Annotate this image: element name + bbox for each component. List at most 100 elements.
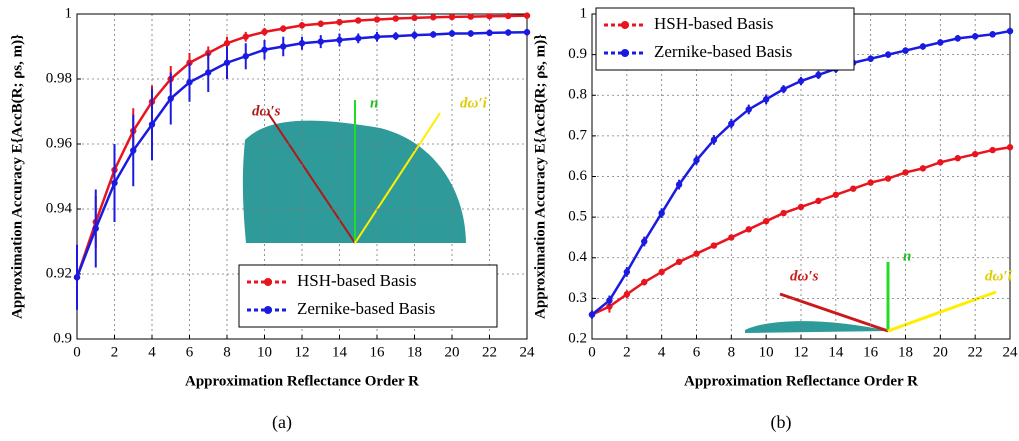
y-tick-label: 0.2 <box>568 330 587 346</box>
marker <box>261 28 268 36</box>
x-axis-label: Approximation Reflectance Order R <box>185 373 419 389</box>
marker <box>505 12 512 20</box>
marker <box>430 31 437 38</box>
caption: (a) <box>272 412 292 433</box>
y-tick-label: 0.3 <box>568 290 587 306</box>
marker <box>448 30 456 37</box>
marker <box>261 46 268 53</box>
marker <box>675 181 683 188</box>
legend-swatch <box>621 21 629 29</box>
marker <box>430 14 437 21</box>
marker <box>850 185 857 192</box>
y-tick-label: 0.98 <box>46 70 72 86</box>
marker <box>884 175 892 182</box>
marker <box>919 43 927 50</box>
marker <box>728 234 735 241</box>
y-tick-label: 0.94 <box>46 200 73 216</box>
marker <box>902 47 909 54</box>
y-tick-label: 0.7 <box>568 127 587 143</box>
marker <box>989 31 996 38</box>
marker <box>1006 144 1014 151</box>
marker <box>728 120 735 127</box>
x-tick-label: 20 <box>445 344 460 360</box>
legend-swatch <box>621 49 629 57</box>
marker <box>505 29 512 36</box>
marker <box>223 40 231 47</box>
marker <box>280 43 287 50</box>
marker <box>745 226 752 233</box>
legend-swatch <box>264 278 272 286</box>
marker <box>467 13 474 20</box>
marker <box>815 71 822 79</box>
x-axis-label: Approximation Reflectance Order R <box>684 373 918 389</box>
y-axis-label: Approximation Accuracy E{AccB(R; ρs, m)} <box>9 34 25 319</box>
x-tick-label: 2 <box>623 344 631 360</box>
x-tick-label: 20 <box>933 344 948 360</box>
annotation: dω′s <box>790 268 819 284</box>
marker <box>317 38 324 45</box>
marker <box>1006 27 1014 35</box>
legend-label: HSH-based Basis <box>654 14 773 33</box>
legend-label: HSH-based Basis <box>297 271 416 290</box>
annotation: dω′i <box>460 95 488 111</box>
marker <box>242 33 249 40</box>
marker <box>486 29 493 37</box>
y-tick-label: 1 <box>580 5 588 21</box>
x-tick-label: 14 <box>332 344 348 360</box>
legend-label: Zernike-based Basis <box>297 299 435 318</box>
marker <box>336 36 343 44</box>
marker <box>606 297 613 304</box>
arrow <box>887 290 997 333</box>
x-tick-label: 10 <box>759 344 774 360</box>
marker <box>523 29 531 36</box>
marker <box>954 155 961 162</box>
marker <box>92 225 99 232</box>
x-tick-label: 12 <box>295 344 310 360</box>
marker <box>693 250 700 257</box>
marker <box>710 242 718 249</box>
x-tick-label: 14 <box>828 344 844 360</box>
y-tick-label: 0.96 <box>46 135 73 151</box>
x-tick-label: 22 <box>968 344 983 360</box>
annotation: dω′i <box>985 268 1013 284</box>
y-tick-label: 0.4 <box>568 249 587 265</box>
marker <box>373 33 381 40</box>
y-tick-label: 0.9 <box>53 330 72 346</box>
x-tick-label: 6 <box>186 344 194 360</box>
x-tick-label: 4 <box>148 344 156 360</box>
marker <box>373 16 381 23</box>
marker <box>280 25 287 32</box>
marker <box>745 106 752 113</box>
x-tick-label: 24 <box>520 344 536 360</box>
plot-frame <box>76 13 528 340</box>
marker <box>486 13 493 20</box>
marker <box>73 274 81 281</box>
marker <box>989 146 996 154</box>
marker <box>780 209 787 217</box>
marker <box>971 33 979 40</box>
marker <box>448 13 456 21</box>
marker <box>937 39 944 46</box>
marker <box>693 157 700 164</box>
marker <box>523 12 531 19</box>
y-tick-label: 1 <box>65 5 73 21</box>
marker <box>710 136 718 144</box>
marker <box>884 51 892 58</box>
x-tick-label: 0 <box>588 344 596 360</box>
y-tick-label: 0.92 <box>46 265 72 281</box>
inset-b <box>745 262 997 333</box>
x-tick-label: 18 <box>898 344 913 360</box>
marker <box>392 32 399 40</box>
arrow <box>267 112 356 244</box>
annotation: dω′s <box>252 103 281 119</box>
marker <box>815 197 822 205</box>
x-tick-label: 12 <box>794 344 809 360</box>
marker <box>298 22 306 29</box>
marker <box>317 20 324 27</box>
marker <box>780 85 787 93</box>
marker <box>902 169 909 176</box>
x-tick-label: 4 <box>658 344 666 360</box>
marker <box>588 311 596 318</box>
annotation: n <box>903 248 911 264</box>
arrow <box>779 292 889 333</box>
